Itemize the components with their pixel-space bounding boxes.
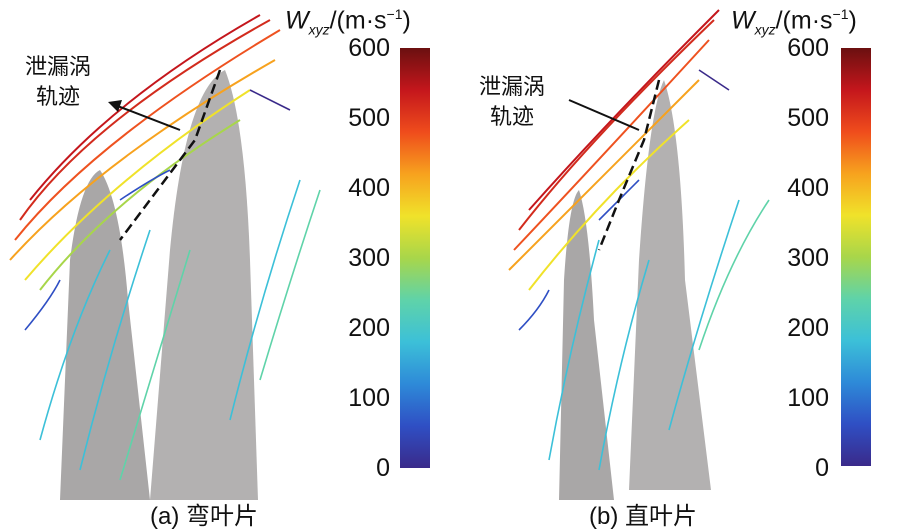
tick-200: 200 — [348, 314, 390, 342]
panel-straight-blade: Wxyz/(m·s−1) 600 500 400 300 200 100 0 泄… — [449, 0, 897, 531]
tick-600: 600 — [348, 34, 390, 62]
tick-400: 400 — [787, 174, 829, 202]
colorbar — [400, 48, 430, 468]
blade-right — [150, 70, 258, 500]
tick-300: 300 — [787, 244, 829, 272]
tick-500: 500 — [787, 104, 829, 132]
passage-streamlines — [24, 89, 321, 481]
label-arrow — [568, 99, 640, 131]
colorbar-title: Wxyz/(m·s−1) — [285, 6, 411, 38]
panel-curved-blade: Wxyz/(m·s−1) 600 500 400 300 200 100 0 泄… — [0, 0, 448, 531]
caption: (b) 直叶片 — [589, 503, 697, 530]
vortex-trajectory — [119, 69, 222, 241]
tick-400: 400 — [348, 174, 390, 202]
vortex-trajectory — [597, 79, 661, 251]
tick-0: 0 — [376, 454, 390, 482]
tick-100: 100 — [348, 384, 390, 412]
streamline-render-straight — [508, 9, 871, 500]
tick-0: 0 — [815, 454, 829, 482]
tick-500: 500 — [348, 104, 390, 132]
tip-streamlines — [9, 14, 281, 291]
blade-right — [629, 80, 711, 490]
tick-100: 100 — [787, 384, 829, 412]
passage-streamlines — [518, 69, 770, 471]
caption: (a) 弯叶片 — [150, 503, 258, 530]
blade-left — [559, 190, 614, 500]
label-arrow — [108, 100, 181, 131]
blade-left — [60, 170, 150, 500]
colorbar-title: Wxyz/(m·s−1) — [731, 6, 857, 38]
vortex-label: 泄漏涡 轨迹 — [479, 74, 546, 129]
tick-200: 200 — [787, 314, 829, 342]
streamline-render-curved — [9, 14, 430, 500]
tip-streamlines — [508, 9, 720, 291]
tick-600: 600 — [787, 34, 829, 62]
tick-300: 300 — [348, 244, 390, 272]
colorbar — [841, 48, 871, 466]
vortex-label: 泄漏涡 轨迹 — [25, 54, 92, 109]
